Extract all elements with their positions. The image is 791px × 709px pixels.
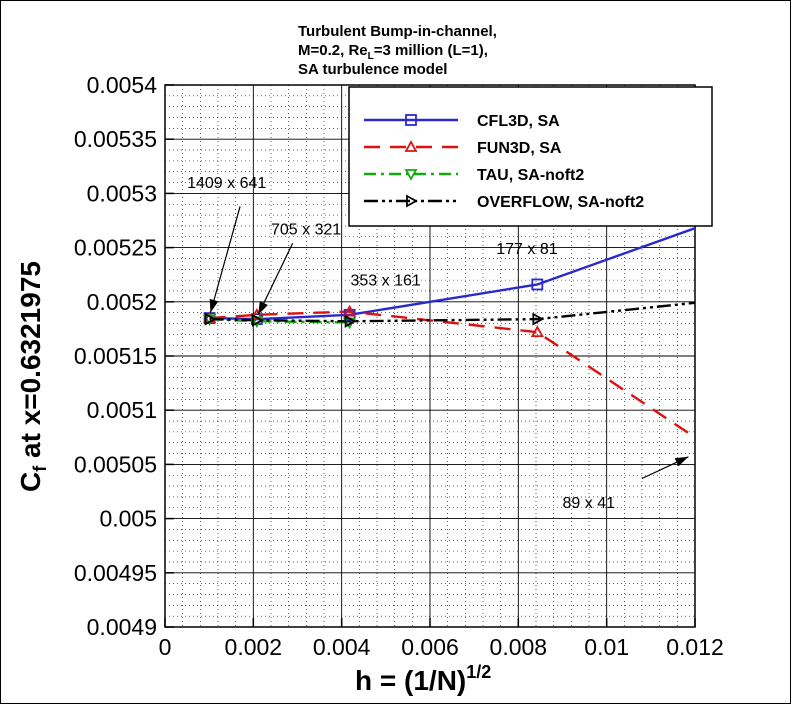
legend-marker <box>406 194 418 208</box>
series-point <box>530 325 544 338</box>
legend-items: CFL3D, SA FUN3D, SA TAU, SA-noft2 OVERFLOW,… <box>364 113 644 211</box>
x-tick-label: 0.012 <box>666 634 724 660</box>
y-tick-label: 0.00535 <box>74 126 157 152</box>
series-line <box>209 310 695 439</box>
x-axis-title-sup: 1/2 <box>466 662 491 682</box>
y-tick-label: 0.0053 <box>87 180 157 206</box>
series-point <box>344 314 357 328</box>
annotation-label: 705 x 321 <box>271 222 341 239</box>
legend-label: CFL3D, SA <box>477 113 560 130</box>
y-tick-label: 0.00505 <box>74 451 157 477</box>
legend-label: TAU, SA-noft2 <box>477 167 584 184</box>
y-tick-label: 0.0049 <box>87 614 157 640</box>
y-axis-title: Cf at x=0.6321975 <box>15 261 50 492</box>
legend-label: FUN3D, SA <box>477 140 562 157</box>
annotation-label: 177 x 81 <box>496 241 557 258</box>
legend-marker <box>404 169 418 181</box>
legend-marker <box>404 140 418 152</box>
y-tick-label: 0.0051 <box>87 397 157 423</box>
title-line-3: SA turbulence model <box>298 61 447 78</box>
annotation-label: 353 x 161 <box>351 273 421 290</box>
annotation-arrow-head <box>258 301 268 315</box>
title-line-2-a: M=0.2, Re <box>298 42 368 59</box>
y-axis-title-sub: f <box>30 465 50 472</box>
series-point <box>532 312 545 326</box>
annotation-arrow-head <box>209 298 219 313</box>
axis-ticks <box>164 84 696 628</box>
x-tick-labels: 0 0.002 0.004 0.006 0.008 0.01 0.012 <box>159 634 724 660</box>
annotation-label: 89 x 41 <box>563 495 616 512</box>
series-point <box>251 313 264 327</box>
title-line-1: Turbulent Bump-in-channel, <box>298 23 497 40</box>
x-tick-label: 0.008 <box>490 634 548 660</box>
annotation-labels: 1409 x 641 705 x 321 353 x 161 177 x 81 89 x… <box>187 175 615 512</box>
annotation-arrows <box>209 206 689 480</box>
title-line-2-b: =3 million (L=1), <box>374 42 488 59</box>
title-line-2: M=0.2, ReL=3 million (L=1), <box>298 42 488 62</box>
annotation-arrow-shaft <box>257 243 294 316</box>
y-axis-title-rest: at x=0.6321975 <box>15 261 46 466</box>
series-point <box>204 312 217 326</box>
x-tick-label: 0 <box>159 634 172 660</box>
y-axis-title-main: C <box>15 472 46 492</box>
x-tick-label: 0.004 <box>313 634 371 660</box>
y-tick-labels: 0.0049 0.00495 0.005 0.00505 0.0051 0.00515 0.… <box>74 72 157 640</box>
annotation-arrow-head <box>674 456 689 467</box>
x-axis-title-main: h = (1/N) <box>355 665 466 696</box>
markers-layer <box>203 278 545 338</box>
y-tick-label: 0.005 <box>99 506 157 532</box>
legend-box <box>348 86 713 227</box>
x-axis-title: h = (1/N)1/2 <box>355 662 491 696</box>
y-tick-label: 0.00525 <box>74 235 157 261</box>
annotation-arrow-shaft <box>209 206 241 313</box>
x-tick-label: 0.006 <box>401 634 459 660</box>
y-tick-label: 0.0052 <box>87 289 157 315</box>
chart-title: Turbulent Bump-in-channel, M=0.2, ReL=3 … <box>298 23 497 78</box>
x-tick-label: 0.01 <box>584 634 629 660</box>
series-point <box>531 278 544 291</box>
y-tick-label: 0.00515 <box>74 343 157 369</box>
x-tick-label: 0.002 <box>225 634 283 660</box>
legend-label: OVERFLOW, SA-noft2 <box>477 194 644 211</box>
series-point <box>250 307 264 320</box>
y-tick-label: 0.00495 <box>74 560 157 586</box>
legend-marker <box>405 114 417 126</box>
annotation-label: 1409 x 641 <box>187 175 266 192</box>
legend: CFL3D, SA FUN3D, SA TAU, SA-noft2 OVERFLOW,… <box>348 86 713 227</box>
series-line <box>209 301 695 323</box>
series-point <box>343 304 357 317</box>
title-line-2-sub: L <box>368 51 374 62</box>
y-tick-label: 0.0054 <box>87 72 158 98</box>
